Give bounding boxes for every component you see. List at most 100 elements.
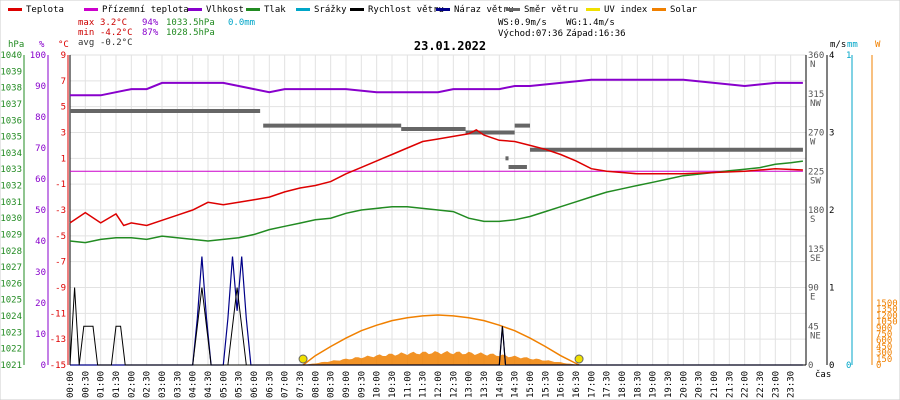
legend-swatch [350,8,364,11]
x-tick-label: 19:00 [649,371,659,398]
axis-unit-humidity: % [39,40,45,50]
legend-swatch [652,8,666,11]
pressure-tick-label: 1023 [0,328,22,338]
legend-label: Solar [670,5,698,15]
humidity-tick-label: 40 [35,237,46,247]
x-tick-label: 16:30 [572,371,582,398]
pressure-tick-label: 1040 [0,51,22,61]
x-tick-label: 13:30 [480,371,490,398]
temperature-tick-label: 1 [61,154,66,164]
pressure-tick-label: 1024 [0,312,22,322]
stats-max-pressure: 1033.5hPa [166,18,215,28]
x-tick-label: 05:30 [235,371,245,398]
legend-label: UV index [604,5,648,15]
legend-label: Rychlost větru [368,5,444,15]
x-tick-label: 18:00 [618,371,628,398]
x-tick-label: 22:30 [756,371,766,398]
precip-tick-label: 0 [846,361,851,371]
legend-swatch [8,8,22,11]
x-tick-label: 08:30 [327,371,337,398]
x-tick-label: 14:30 [511,371,521,398]
temperature-tick-label: 7 [61,77,66,87]
humidity-tick-label: 50 [35,206,46,216]
x-tick-label: 01:00 [97,371,107,398]
stats-min-label: min [78,28,94,38]
solar-tick-label: 300 [876,349,892,359]
x-tick-label: 02:30 [143,371,153,398]
x-tick-label: 08:00 [311,371,321,398]
temperature-tick-label: 9 [61,51,66,61]
pressure-tick-label: 1029 [0,230,22,240]
humidity-tick-label: 20 [35,299,46,309]
temperature-tick-label: 3 [61,129,66,139]
x-tick-label: 18:30 [633,371,643,398]
x-tick-label: 04:30 [204,371,214,398]
solar-tick-label: 1500 [876,299,898,309]
x-tick-label: 15:00 [526,371,536,398]
pressure-tick-label: 1033 [0,165,22,175]
solar-tick-label: 1050 [876,318,898,328]
axis-unit-precip: mm [847,40,858,50]
temperature-line [69,129,803,227]
legend-label: Přízemní teplota [102,5,189,15]
wind-dir-compass-label: NE [810,331,821,341]
humidity-tick-label: 80 [35,113,46,123]
x-tick-labels: 00:00 00:30 01:00 01:30 02:00 02:30 03:00 03:30… [66,371,797,398]
pressure-tick-label: 1038 [0,84,22,94]
wind-dir-compass-label: NW [810,99,821,109]
temperature-tick-label: -7 [55,258,66,268]
humidity-tick-label: 30 [35,268,46,278]
wind-dir-compass-label: S [810,215,815,225]
sun-marker-icon [574,354,584,364]
stats-avg-label: avg [78,38,94,48]
x-tick-label: 21:00 [710,371,720,398]
solar-fill-area [303,351,580,365]
axis-unit-pressure: hPa [8,40,24,50]
pressure-tick-label: 1027 [0,263,22,273]
chart-title: 23.01.2022 [414,39,486,53]
stats-max-temp: 3.2°C [100,18,127,28]
x-tick-label: 06:00 [250,371,260,398]
legend-label: Náraz větru [454,5,514,15]
humidity-tick-label: 60 [35,175,46,185]
x-tick-label: 04:00 [189,371,199,398]
x-tick-label: 05:00 [219,371,229,398]
pressure-tick-label: 1030 [0,214,22,224]
legend-label: Teplota [26,5,64,15]
stats-sunrise: Východ:07:36 [498,29,563,39]
solar-tick-label: 600 [876,336,892,346]
x-tick-label: 20:30 [695,371,705,398]
wind-dir-tick-label: 0 [808,361,813,371]
stats-sunset: Západ:16:36 [566,29,626,39]
x-axis-label: čas [815,369,831,380]
wind-dir-compass-label: E [810,293,815,303]
x-tick-label: 01:30 [112,371,122,398]
x-tick-label: 11:30 [419,371,429,398]
wind-dir-compass-label: SW [810,176,821,186]
x-tick-label: 06:30 [265,371,275,398]
stats-precip: 0.0mm [228,18,255,28]
x-tick-label: 20:00 [679,371,689,398]
legend: Teplota Přízemní teplota Vlhkost Tlak Srážky… [8,5,698,15]
pressure-tick-label: 1034 [0,149,22,159]
x-tick-label: 11:00 [403,371,413,398]
temperature-tick-label: -11 [50,309,66,319]
axis-unit-temperature: °C [58,40,69,50]
x-tick-label: 14:00 [495,371,505,398]
stats-max-humidity: 94% [142,18,159,28]
solar-tick-label: 900 [876,324,892,334]
stats-wind-speed: WS:0.9m/s [498,18,547,28]
axis-unit-solar: W [875,40,881,50]
legend-label: Směr větru [524,5,578,15]
x-tick-label: 17:30 [603,371,613,398]
temperature-tick-label: -15 [50,361,66,371]
x-tick-label: 23:30 [787,371,797,398]
pressure-tick-label: 1031 [0,198,22,208]
temperature-tick-label: -13 [50,335,66,345]
temperature-tick-label: -1 [55,180,66,190]
wind-speed-tick-label: 1 [829,284,834,294]
temperature-tick-label: 5 [61,103,66,113]
wind-dir-tick-label: 270 [808,129,824,139]
legend-swatch [586,8,600,11]
